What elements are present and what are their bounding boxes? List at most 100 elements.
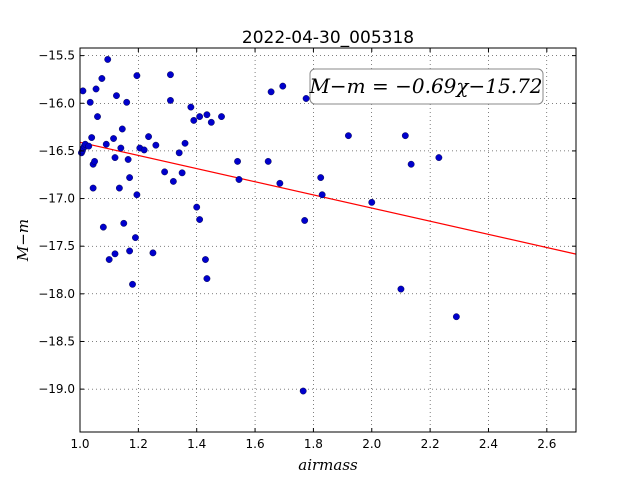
x-tick-label: 2.2 <box>421 437 440 451</box>
chart-title: 2022-04-30_005318 <box>242 28 414 48</box>
data-point <box>196 216 204 223</box>
y-tick-label: −18.0 <box>38 287 75 301</box>
data-point <box>187 103 195 111</box>
data-point <box>167 71 174 79</box>
x-tick-label: 2.4 <box>479 437 498 451</box>
data-point <box>318 191 326 199</box>
data-point <box>113 92 120 100</box>
data-point <box>111 250 119 258</box>
x-tick-label: 1.6 <box>246 437 265 451</box>
data-point <box>299 387 307 395</box>
fit-legend-box <box>309 68 544 105</box>
data-point <box>140 146 148 154</box>
data-point <box>302 95 310 102</box>
points-layer <box>78 56 460 395</box>
data-point <box>133 72 141 80</box>
data-point <box>105 256 113 263</box>
x-tick-labels: 1.0 1.2 1.4 1.6 1.8 2.0 2.2 2.4 2.6 <box>70 437 556 451</box>
y-tick-label: −19.0 <box>38 382 75 396</box>
y-tick-label: −17.0 <box>38 192 75 206</box>
data-point <box>202 256 209 263</box>
data-point <box>235 176 243 183</box>
plot-frame <box>79 47 577 433</box>
fit-equation-label: M−m = −0.69χ−15.72 <box>308 74 542 98</box>
data-point <box>175 149 183 157</box>
fit-line <box>79 141 577 255</box>
y-tick-label: −16.0 <box>38 96 75 110</box>
data-point <box>115 184 123 192</box>
data-point <box>267 88 275 96</box>
data-point <box>152 141 160 149</box>
fit-layer <box>79 141 577 255</box>
data-point <box>120 219 128 227</box>
data-point <box>111 154 119 161</box>
y-tick-label: −15.5 <box>38 49 75 63</box>
data-point <box>92 85 100 93</box>
data-point <box>368 198 376 206</box>
fit-legend: M−m = −0.69χ−15.72 <box>308 68 544 105</box>
y-tick-label: −17.5 <box>38 239 75 253</box>
data-point <box>91 157 98 165</box>
data-point <box>110 135 117 142</box>
data-point <box>218 113 225 121</box>
data-point <box>276 179 284 187</box>
data-point <box>181 139 189 147</box>
data-point <box>234 157 241 165</box>
data-point <box>86 98 94 106</box>
data-point <box>99 223 107 231</box>
data-point <box>397 285 405 293</box>
data-point <box>126 247 134 255</box>
data-point <box>167 97 174 104</box>
data-point <box>133 191 141 199</box>
data-point <box>118 125 126 133</box>
data-point <box>345 132 352 140</box>
data-point <box>317 174 325 181</box>
data-point <box>89 184 97 192</box>
y-tick-labels: −15.5 −16.0 −16.5 −17.0 −17.5 −18.0 −18.5 −19.0 <box>38 49 75 396</box>
data-point <box>79 87 87 95</box>
data-point <box>126 174 134 181</box>
y-tick-label: −18.5 <box>38 334 75 348</box>
data-point <box>145 133 152 141</box>
data-point <box>169 177 177 185</box>
data-point <box>401 132 409 140</box>
data-point <box>132 234 139 242</box>
data-point <box>149 249 157 257</box>
data-point <box>104 56 112 63</box>
y-axis-label: M−m <box>14 219 32 262</box>
data-point <box>452 313 460 321</box>
data-point <box>407 160 415 168</box>
data-point <box>203 275 211 282</box>
data-point <box>98 75 106 82</box>
data-point <box>193 203 201 211</box>
data-point <box>117 144 125 152</box>
data-point <box>207 118 215 126</box>
x-axis-label: airmass <box>298 456 358 474</box>
data-point <box>85 142 93 150</box>
data-point <box>123 98 131 106</box>
data-point <box>161 168 169 176</box>
data-point <box>88 134 96 141</box>
data-point <box>301 217 309 224</box>
x-tick-label: 1.4 <box>187 437 206 451</box>
data-point <box>203 111 211 119</box>
data-point <box>102 140 110 148</box>
x-tick-label: 1.0 <box>70 437 89 451</box>
x-tick-label: 1.2 <box>129 437 148 451</box>
data-point <box>94 113 101 121</box>
data-point <box>129 280 136 288</box>
data-point <box>279 82 287 90</box>
data-point <box>196 113 204 121</box>
x-tick-label: 1.8 <box>304 437 323 451</box>
y-tick-label: −16.5 <box>38 144 75 158</box>
data-point <box>264 157 272 165</box>
ticks-layer <box>79 48 576 432</box>
x-tick-label: 2.0 <box>362 437 381 451</box>
data-point <box>435 154 443 161</box>
data-point <box>190 117 198 124</box>
x-tick-label: 2.6 <box>537 437 556 451</box>
data-point <box>124 156 132 163</box>
data-point <box>178 169 186 177</box>
